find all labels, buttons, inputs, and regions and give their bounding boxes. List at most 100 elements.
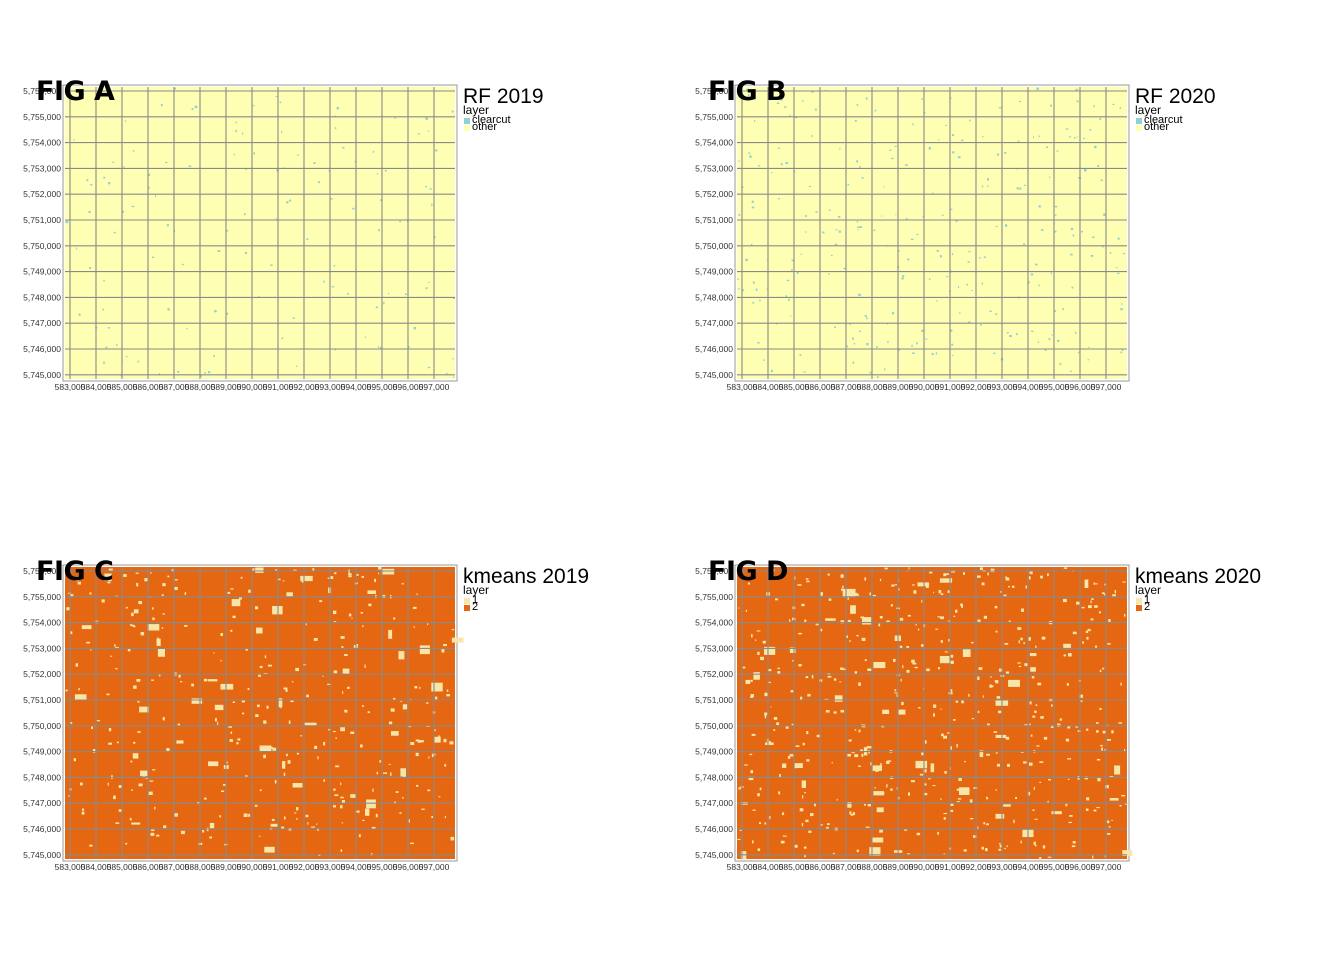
- raster-pixel: [235, 129, 237, 133]
- x-tick-label: 586,000: [133, 382, 164, 392]
- raster-pixel: [259, 789, 262, 792]
- raster-pixel: [1065, 803, 1068, 807]
- raster-pixel: [842, 588, 856, 598]
- raster-pixel: [115, 668, 118, 670]
- raster-pixel: [923, 783, 927, 786]
- raster-pixel: [1069, 815, 1073, 817]
- x-tick-label: 589,000: [211, 382, 242, 392]
- legend-swatch: [1136, 124, 1142, 131]
- raster-pixel: [850, 813, 854, 816]
- raster-pixel: [292, 317, 295, 319]
- raster-pixel: [180, 681, 183, 683]
- raster-pixel: [1086, 797, 1090, 801]
- legend-item-class-1: 1: [1136, 595, 1150, 606]
- raster-pixel: [872, 837, 884, 843]
- raster-pixel: [1070, 253, 1073, 256]
- raster-pixel: [875, 769, 879, 772]
- raster-pixel: [916, 832, 921, 836]
- raster-pixel: [1035, 704, 1038, 706]
- legend-layer-label: layer: [1135, 583, 1162, 597]
- raster-pixel: [859, 330, 861, 333]
- x-tick-label: 589,000: [883, 382, 914, 392]
- raster-pixel: [842, 585, 844, 589]
- raster-pixel: [1092, 855, 1094, 859]
- raster-pixel: [281, 131, 283, 134]
- raster-pixel: [150, 832, 155, 836]
- raster-pixel: [987, 178, 989, 181]
- raster-pixel: [977, 676, 980, 680]
- raster-pixel: [937, 831, 939, 835]
- raster-pixel: [1077, 351, 1080, 354]
- raster-pixel: [819, 679, 823, 682]
- raster-pixel: [983, 822, 986, 825]
- x-tick-label: 589,000: [883, 862, 914, 872]
- raster-pixel: [1005, 671, 1010, 674]
- raster-pixel: [214, 310, 217, 313]
- raster-pixel: [951, 134, 954, 136]
- raster-pixel: [431, 816, 433, 818]
- raster-pixel: [825, 618, 836, 621]
- raster-pixel: [1056, 150, 1059, 152]
- raster-pixel: [1075, 88, 1078, 91]
- raster-pixel: [1040, 229, 1044, 231]
- raster-pixel: [152, 769, 156, 771]
- raster-pixel: [964, 761, 966, 763]
- raster-pixel: [1123, 253, 1126, 255]
- raster-pixel: [959, 787, 970, 795]
- raster-pixel: [935, 352, 937, 355]
- raster-pixel: [884, 368, 886, 371]
- y-tick-label: 5,749,000: [23, 747, 61, 757]
- x-tick-label: 589,000: [211, 862, 242, 872]
- x-tick-label: 591,000: [935, 382, 966, 392]
- raster-pixel: [807, 693, 811, 697]
- raster-pixel: [410, 842, 414, 844]
- raster-pixel: [445, 372, 448, 375]
- raster-pixel: [1051, 334, 1054, 336]
- raster-pixel: [955, 220, 958, 223]
- raster-pixel: [150, 572, 152, 574]
- raster-pixel: [1087, 628, 1091, 632]
- raster-pixel: [230, 629, 233, 632]
- raster-pixel: [347, 292, 349, 295]
- raster-pixel: [230, 588, 234, 590]
- raster-pixel: [782, 763, 787, 768]
- y-tick-label: 5,751,000: [695, 215, 733, 225]
- legend-item-other: other: [464, 122, 497, 133]
- raster-pixel: [340, 636, 345, 639]
- raster-pixel: [858, 682, 861, 686]
- raster-pixel: [827, 823, 830, 826]
- raster-pixel: [852, 337, 854, 340]
- raster-pixel: [105, 346, 108, 349]
- raster-pixel: [103, 361, 105, 364]
- raster-pixel: [90, 649, 92, 651]
- raster-pixel: [1018, 100, 1021, 102]
- raster-pixel: [1076, 601, 1080, 605]
- raster-pixel: [856, 104, 859, 106]
- raster-pixel: [286, 592, 293, 597]
- raster-pixel: [417, 133, 421, 135]
- raster-pixel: [376, 173, 379, 175]
- raster-pixel: [236, 742, 239, 745]
- raster-pixel: [366, 799, 376, 809]
- raster-pixel: [1020, 840, 1022, 844]
- raster-pixel: [1104, 583, 1106, 586]
- raster-pixel: [81, 625, 92, 630]
- raster-pixel: [815, 211, 818, 213]
- raster-pixel: [894, 145, 897, 147]
- raster-pixel: [82, 808, 84, 811]
- raster-pixel: [350, 794, 357, 798]
- raster-pixel: [944, 651, 948, 653]
- raster-pixel: [803, 846, 807, 849]
- raster-pixel: [985, 848, 988, 852]
- raster-pixel: [419, 686, 421, 689]
- raster-pixel: [147, 624, 160, 631]
- raster-pixel: [799, 808, 804, 812]
- raster-pixel: [904, 828, 908, 831]
- raster-pixel: [923, 112, 926, 115]
- raster-pixel: [340, 805, 343, 809]
- raster-pixel: [288, 720, 291, 724]
- raster-pixel: [908, 792, 910, 796]
- y-tick-label: 5,755,000: [695, 592, 733, 602]
- raster-pixel: [981, 582, 985, 586]
- raster-pixel: [248, 813, 251, 817]
